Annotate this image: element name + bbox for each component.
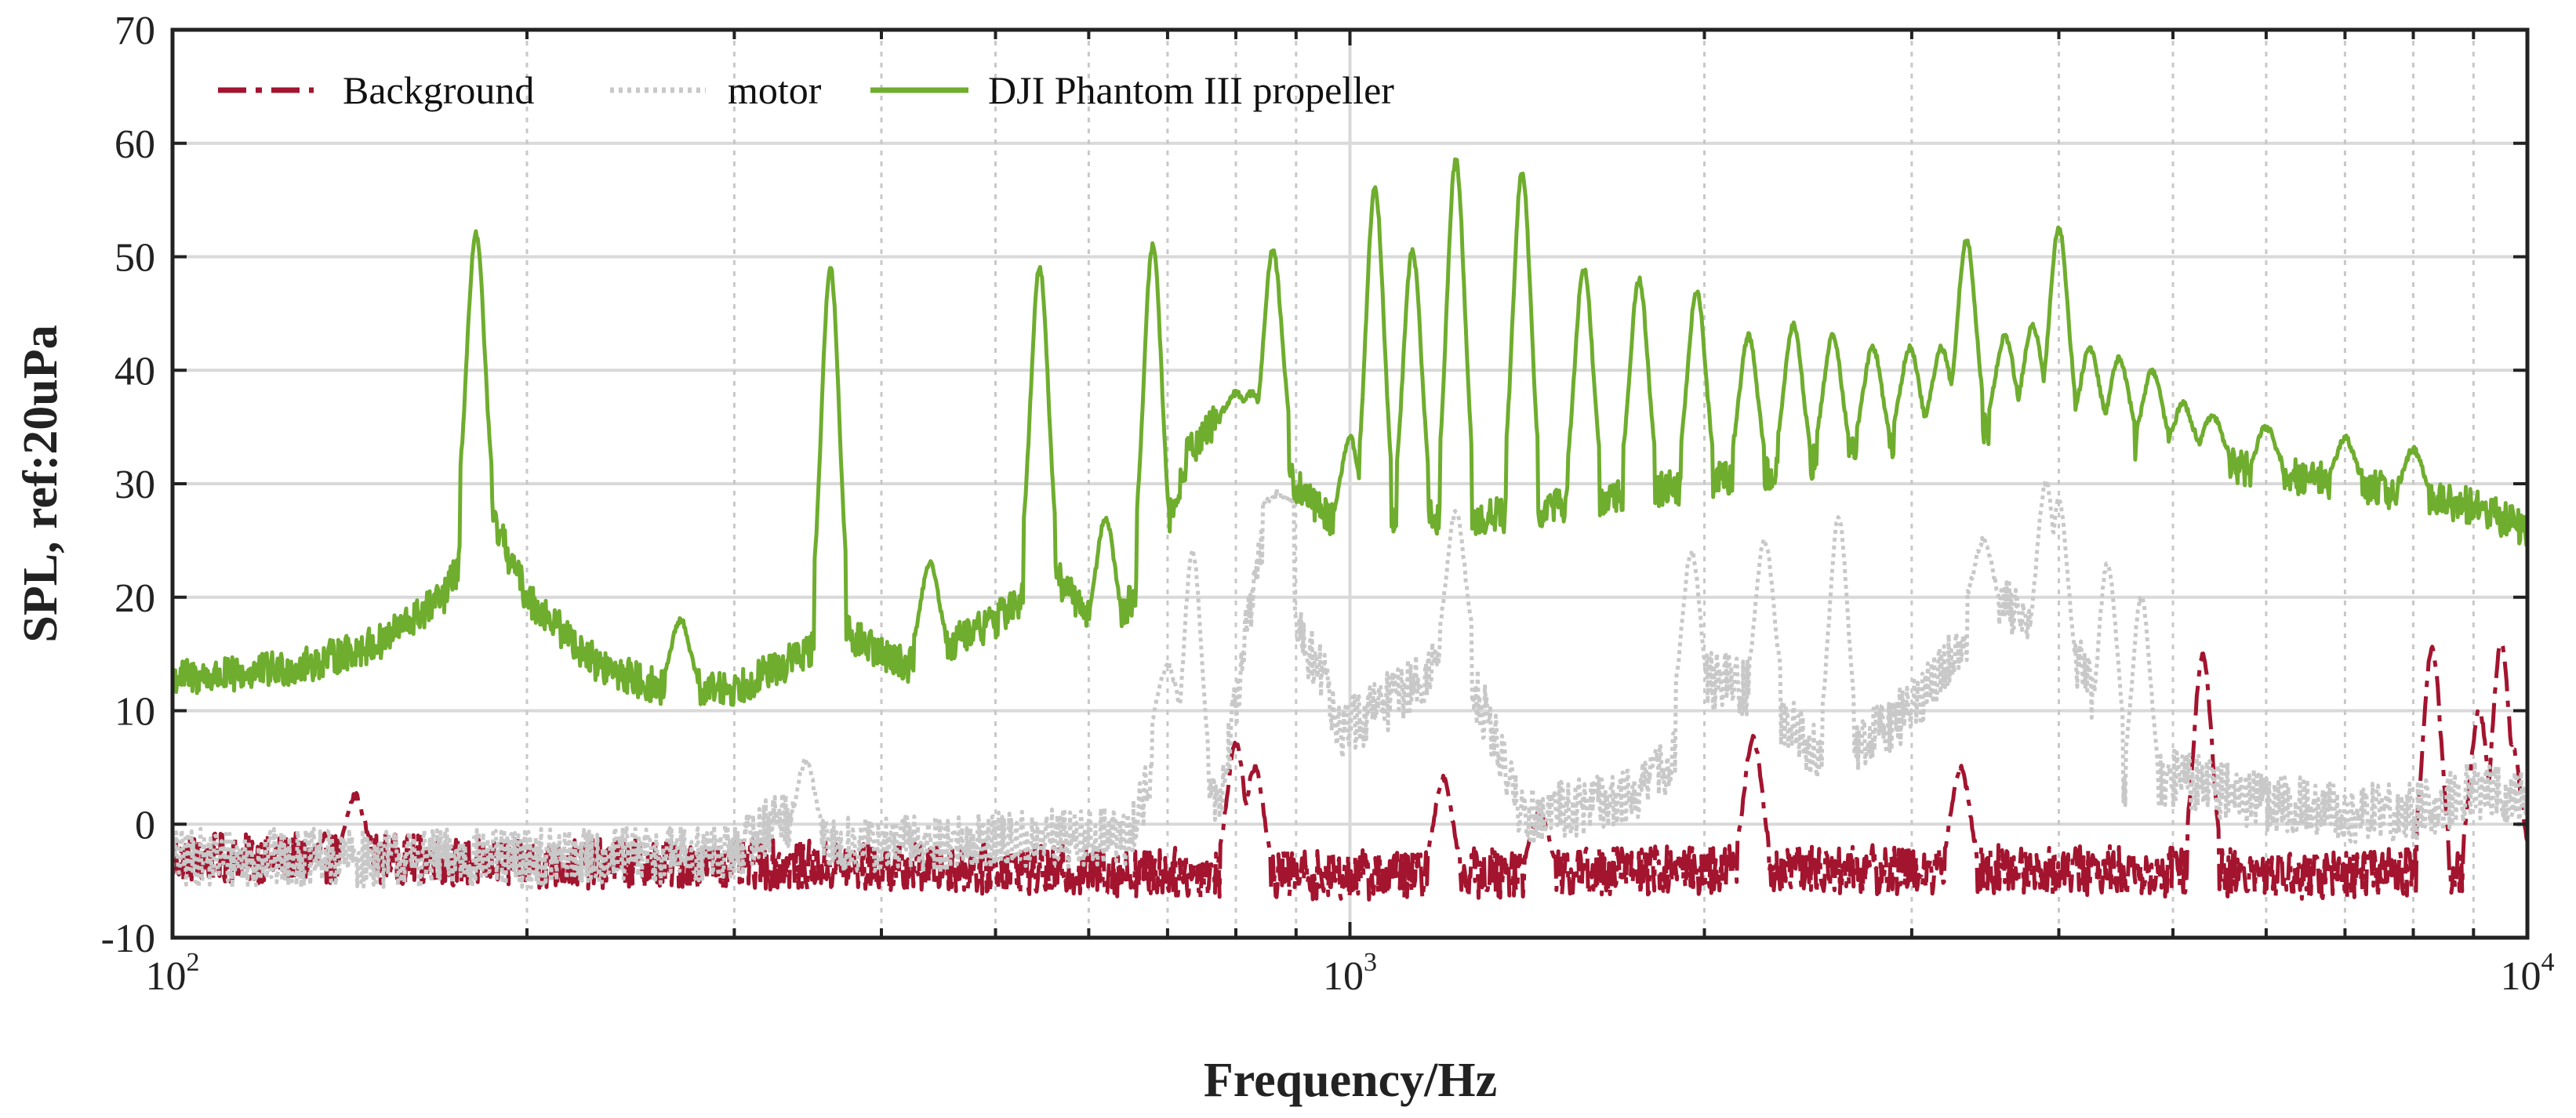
series-line-0 xyxy=(170,641,2530,902)
series-line-1 xyxy=(170,481,2530,890)
series-layer xyxy=(170,157,2530,902)
x-tick-label: 103 xyxy=(1323,948,1377,999)
tick-marks xyxy=(171,28,2529,939)
y-tick-labels: -10 0 10 20 30 40 50 60 70 xyxy=(101,9,155,961)
y-tick-label: 0 xyxy=(135,803,155,848)
y-tick-label: 10 xyxy=(114,690,155,735)
y-tick-label: 50 xyxy=(114,236,155,281)
legend-background-label: Background xyxy=(343,68,534,112)
legend-propeller-label: DJI Phantom III propeller xyxy=(988,68,1394,112)
y-tick-label: 40 xyxy=(114,349,155,394)
x-tick-label: 102 xyxy=(146,948,200,999)
y-tick-label: 60 xyxy=(114,122,155,167)
y-axis-title: SPL, ref:20uPa xyxy=(14,325,67,642)
grid xyxy=(173,30,2527,938)
y-tick-label: 70 xyxy=(114,9,155,53)
x-axis-title: Frequency/Hz xyxy=(1204,1054,1497,1107)
x-tick-labels: 102 103 104 xyxy=(146,948,2555,999)
y-tick-label: -10 xyxy=(101,917,155,961)
legend-motor-label: motor xyxy=(728,68,822,112)
x-tick-label: 104 xyxy=(2501,948,2555,999)
legend: Background motor DJI Phantom III propell… xyxy=(218,68,1394,112)
y-tick-label: 20 xyxy=(114,576,155,621)
y-tick-label: 30 xyxy=(114,463,155,507)
series-line-2 xyxy=(171,157,2530,707)
